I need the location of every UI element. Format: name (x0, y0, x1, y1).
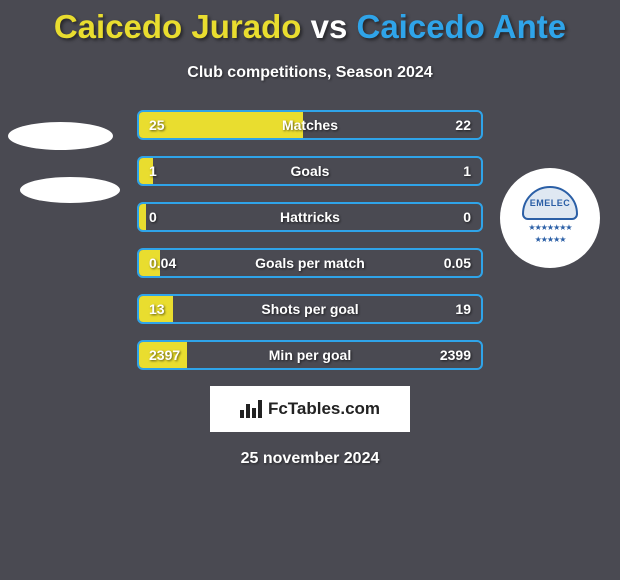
stat-right-value: 2399 (421, 347, 471, 363)
stat-label: Goals per match (199, 255, 421, 271)
stat-row: 2397Min per goal2399 (137, 340, 483, 370)
stat-label: Min per goal (199, 347, 421, 363)
stat-row: 1Goals1 (137, 156, 483, 186)
player1-name: Caicedo Jurado (54, 8, 302, 45)
stat-left-value: 2397 (149, 347, 199, 363)
subtitle: Club competitions, Season 2024 (0, 64, 620, 82)
stat-label: Shots per goal (199, 301, 421, 317)
date-label: 25 november 2024 (0, 450, 620, 468)
stat-label: Matches (199, 117, 421, 133)
stat-content: 1Goals1 (139, 158, 481, 184)
stars-icon: ★★★★★ (535, 235, 566, 244)
stat-right-value: 0.05 (421, 255, 471, 271)
stat-row: 25Matches22 (137, 110, 483, 140)
comparison-title: Caicedo Jurado vs Caicedo Ante (0, 0, 620, 46)
stat-row: 0Hattricks0 (137, 202, 483, 232)
stat-content: 0Hattricks0 (139, 204, 481, 230)
stat-left-value: 25 (149, 117, 199, 133)
stat-content: 25Matches22 (139, 112, 481, 138)
stars-icon: ★★★★★★★ (528, 223, 571, 232)
bar-chart-icon (240, 400, 262, 418)
player2-name: Caicedo Ante (356, 8, 566, 45)
decorative-oval (20, 177, 120, 203)
stat-row: 0.04Goals per match0.05 (137, 248, 483, 278)
stat-content: 13Shots per goal19 (139, 296, 481, 322)
stat-right-value: 19 (421, 301, 471, 317)
stat-left-value: 1 (149, 163, 199, 179)
vs-separator: vs (311, 8, 348, 45)
decorative-oval (8, 122, 113, 150)
stat-content: 0.04Goals per match0.05 (139, 250, 481, 276)
shield-icon: EMELEC ★★★★★★★ ★★★★★ (522, 186, 578, 250)
brand-text: FcTables.com (268, 399, 380, 419)
stat-left-value: 13 (149, 301, 199, 317)
stat-label: Hattricks (199, 209, 421, 225)
stat-right-value: 1 (421, 163, 471, 179)
stat-right-value: 22 (421, 117, 471, 133)
stats-panel: 25Matches22 1Goals1 0Hattricks0 0.04Goals p… (137, 110, 483, 370)
stat-content: 2397Min per goal2399 (139, 342, 481, 368)
stat-row: 13Shots per goal19 (137, 294, 483, 324)
stat-right-value: 0 (421, 209, 471, 225)
stat-label: Goals (199, 163, 421, 179)
stat-left-value: 0 (149, 209, 199, 225)
stat-left-value: 0.04 (149, 255, 199, 271)
club-name: EMELEC (522, 186, 578, 220)
brand-box: FcTables.com (210, 386, 410, 432)
club-badge: EMELEC ★★★★★★★ ★★★★★ (500, 168, 600, 268)
